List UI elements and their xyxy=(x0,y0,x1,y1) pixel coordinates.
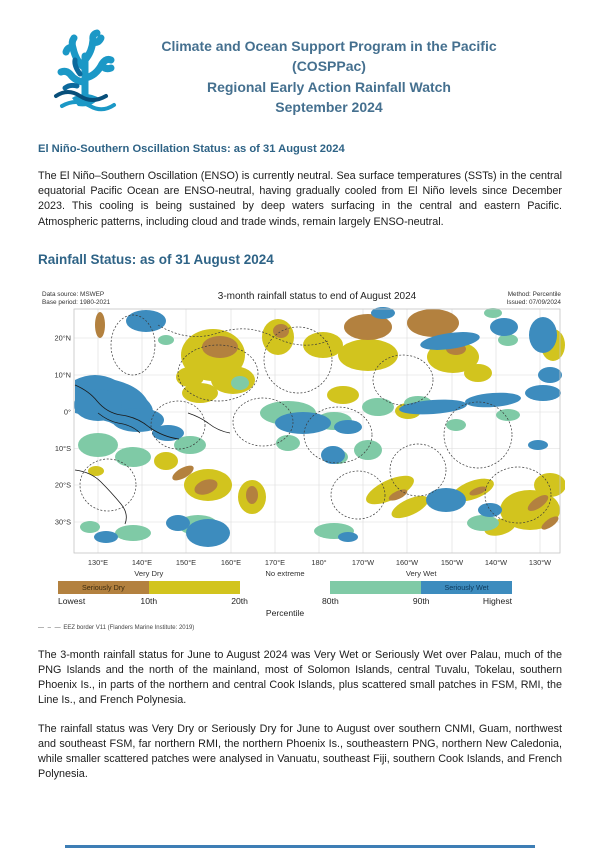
lat-axis: 20°N 10°N 0° 10°S 20°S 30°S xyxy=(54,333,71,526)
title-line-3: Regional Early Action Rainfall Watch xyxy=(206,78,451,95)
lon-tick: 130°W xyxy=(529,558,551,567)
enso-status-paragraph: The El Niño–Southern Oscillation (ENSO) … xyxy=(38,170,562,228)
title-line-4: September 2024 xyxy=(275,98,383,115)
map-data-source: Data source: MSWEP xyxy=(42,291,104,298)
rainfall-wet-paragraph: The 3-month rainfall status for June to … xyxy=(38,648,562,706)
enso-status-heading: El Niño-Southern Oscillation Status: as … xyxy=(38,143,345,156)
legend-tick-90th: 90th xyxy=(412,595,430,606)
legend-tick-10th: 10th xyxy=(140,595,158,606)
rainfall-map: 3-month rainfall status to end of August… xyxy=(42,291,565,567)
lat-tick: 0° xyxy=(64,407,71,416)
lon-tick: 150°E xyxy=(176,558,196,567)
legend-label-very-wet: Very Wet xyxy=(405,568,437,578)
legend-segment-seriously-wet: Seriously Wet xyxy=(421,580,512,594)
lon-axis: 130°E 140°E 150°E 160°E 170°E 180° 170°W… xyxy=(88,558,551,567)
lat-tick: 10°S xyxy=(55,444,71,453)
legend-label-no-extreme: No extreme xyxy=(265,568,305,578)
legend-segment-very-wet xyxy=(330,580,422,594)
lon-tick: 130°E xyxy=(88,558,108,567)
lon-tick: 150°W xyxy=(441,558,463,567)
legend-tick-highest: Highest xyxy=(482,595,512,606)
legend-tick-80th: 80th xyxy=(322,595,339,606)
rainfall-dry-paragraph: The rainfall status was Very Dry or Seri… xyxy=(38,723,562,781)
lat-tick: 20°S xyxy=(55,480,71,489)
eez-dash-sample: — – — xyxy=(38,624,62,631)
report-title: Climate and Ocean Support Program in the… xyxy=(122,26,536,117)
title-line-1: Climate and Ocean Support Program in the… xyxy=(161,38,497,54)
lon-tick: 160°W xyxy=(396,558,418,567)
legend-category-labels: Very Dry No extreme Very Wet xyxy=(58,569,512,581)
eez-footnote: — – — EEZ border V11 (Flanders Marine In… xyxy=(38,624,195,631)
legend-segment-seriously-dry: Seriously Dry xyxy=(58,580,149,594)
footer-bar xyxy=(65,845,535,848)
lon-tick: 160°E xyxy=(221,558,241,567)
report-header: Climate and Ocean Support Program in the… xyxy=(38,26,562,117)
cosppac-coral-logo-icon xyxy=(54,29,116,112)
legend-segment-no-extreme xyxy=(240,581,331,594)
lat-tick: 10°N xyxy=(54,370,71,379)
eez-borders xyxy=(79,314,552,523)
rainfall-status-map-figure: 3-month rainfall status to end of August… xyxy=(38,285,565,631)
lon-tick: 180° xyxy=(311,558,326,567)
title-line-2: (COSPPac) xyxy=(292,58,366,75)
legend-axis-label: Percentile xyxy=(265,607,305,618)
legend-color-bar: Seriously Dry Seriously Wet xyxy=(58,580,512,594)
legend-percentile-ticks: Lowest 10th 20th 80th 90th Highest xyxy=(58,596,512,608)
rainfall-status-heading: Rainfall Status: as of 31 August 2024 xyxy=(38,251,274,267)
legend-tick-20th: 20th xyxy=(231,595,248,606)
lon-tick: 170°W xyxy=(352,558,374,567)
lat-tick: 20°N xyxy=(54,333,71,342)
lon-tick: 140°W xyxy=(485,558,507,567)
legend-tick-lowest: Lowest xyxy=(58,595,86,606)
percentile-legend: Very Dry No extreme Very Wet Seriously D… xyxy=(58,569,512,619)
lon-tick: 140°E xyxy=(132,558,152,567)
lat-tick: 30°S xyxy=(55,517,71,526)
coastlines xyxy=(74,384,231,524)
map-method: Method: Percentile xyxy=(508,291,562,298)
map-title: 3-month rainfall status to end of August… xyxy=(218,291,417,302)
lon-tick: 170°E xyxy=(265,558,285,567)
legend-segment-very-dry xyxy=(148,580,240,594)
map-issued: Issued: 07/09/2024 xyxy=(507,299,562,306)
rainfall-patches xyxy=(74,306,565,547)
legend-label-very-dry: Very Dry xyxy=(134,568,164,578)
map-frame xyxy=(73,308,561,554)
map-base-period: Base period: 1980-2021 xyxy=(42,299,111,306)
